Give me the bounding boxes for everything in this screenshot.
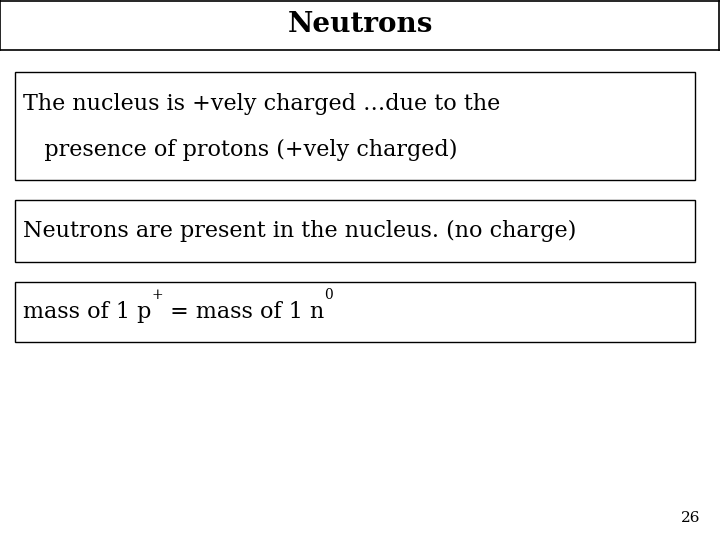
Text: 0: 0: [324, 288, 333, 302]
Text: +: +: [151, 288, 163, 302]
Text: = mass of 1 n: = mass of 1 n: [163, 301, 324, 323]
Text: Neutrons are present in the nucleus. (no charge): Neutrons are present in the nucleus. (no…: [23, 220, 577, 242]
Text: presence of protons (+vely charged): presence of protons (+vely charged): [23, 139, 457, 161]
Text: mass of 1 p: mass of 1 p: [23, 301, 151, 323]
Text: 26: 26: [680, 511, 700, 525]
Text: Neutrons: Neutrons: [287, 11, 433, 38]
Text: The nucleus is +vely charged …due to the: The nucleus is +vely charged …due to the: [23, 93, 500, 116]
